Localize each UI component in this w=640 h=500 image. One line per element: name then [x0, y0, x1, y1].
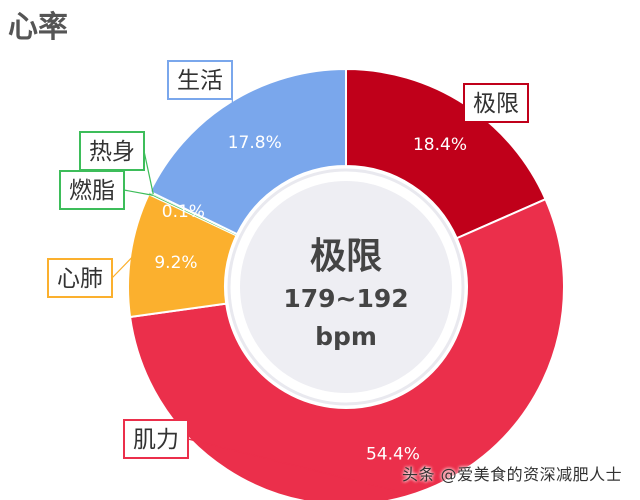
- watermark-text: 头条 @爱美食的资深减肥人士: [402, 465, 623, 484]
- slice-2-connector: [111, 254, 135, 279]
- slice-4-connector: [143, 150, 154, 195]
- center-range: 179~192: [283, 284, 408, 313]
- slice-5-percent-label: 17.8%: [228, 133, 282, 153]
- slice-3-connector: [123, 189, 153, 196]
- slice-5-wedge: [148, 67, 347, 236]
- center-disc: [240, 181, 452, 393]
- label-connectors: [111, 79, 465, 494]
- slice-3-callout-label: 燃脂: [69, 178, 115, 204]
- slice-0-wedge: [345, 67, 547, 240]
- center-title: 极限: [310, 236, 382, 277]
- donut-slices: [127, 67, 565, 500]
- slice-1-callout-box: [123, 419, 189, 459]
- center-unit: bpm: [315, 322, 377, 351]
- slice-1-percent-label: 54.4%: [366, 444, 420, 464]
- page-title: 心率: [8, 10, 68, 45]
- slice-5-callout-box: [167, 60, 233, 100]
- slice-1-wedge: [128, 197, 565, 500]
- slice-1-connector: [187, 438, 405, 494]
- slice-2-percent-label: 9.2%: [154, 253, 197, 273]
- slice-0-callout-label: 极限: [473, 91, 519, 117]
- slice-4-callout-box: [79, 131, 145, 171]
- percent-labels: 18.4% 54.4% 9.2% 0.1% 17.8%: [154, 133, 467, 464]
- slice-0-callout-box: [463, 83, 529, 123]
- slice-4-callout-label: 热身: [89, 139, 135, 165]
- slice-1-callout-label: 肌力: [133, 427, 179, 453]
- slice-2-callout-label: 心肺: [57, 266, 103, 292]
- slice-2-callout-box: [47, 258, 113, 298]
- slice-3-percent-label: 0.1%: [162, 202, 205, 222]
- slice-0-percent-label: 18.4%: [413, 135, 467, 155]
- slice-5-callout-label: 生活: [177, 68, 223, 94]
